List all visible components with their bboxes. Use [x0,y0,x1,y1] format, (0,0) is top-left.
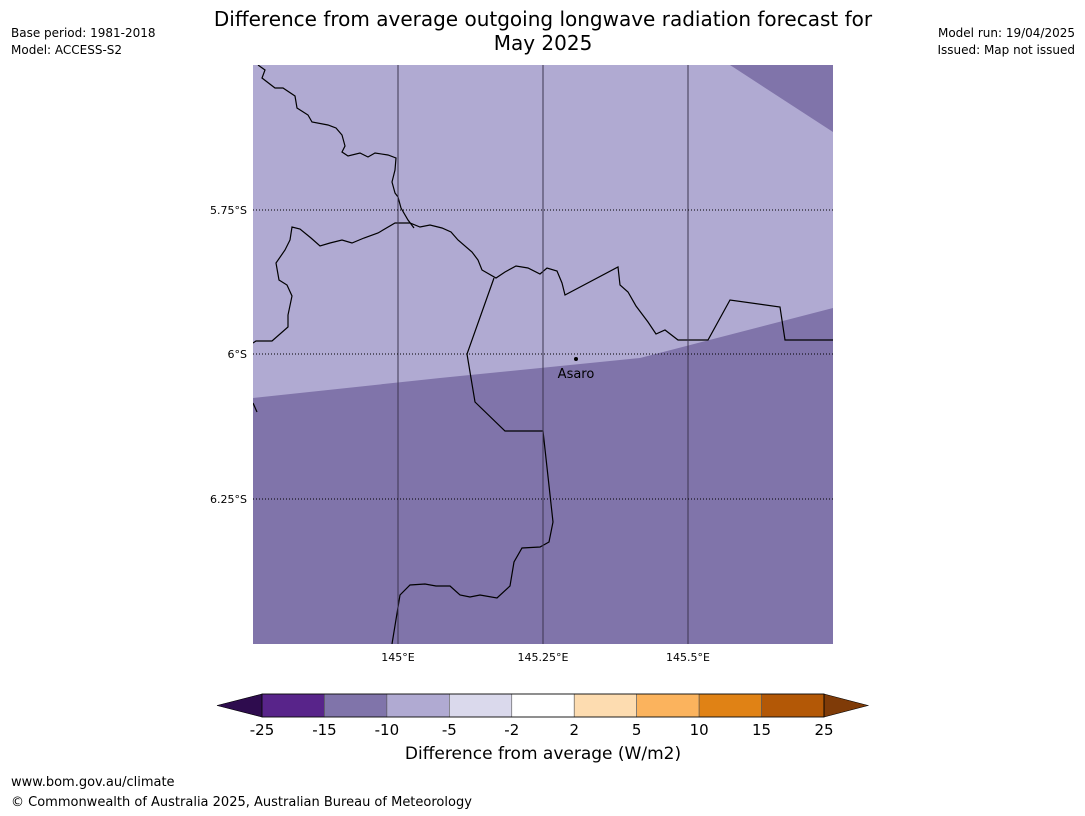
model-name: Model: ACCESS-S2 [11,43,123,57]
latitude-label: 5.75°S [210,204,247,217]
asaro-label: Asaro [558,367,595,382]
base-period: Base period: 1981-2018 [11,26,156,40]
title-line-2: May 2025 [493,31,593,55]
longitude-label: 145°E [381,651,414,664]
longitude-label: 145.25°E [518,651,569,664]
colorbar-cell [511,693,575,718]
colorbar-cell [698,693,762,718]
colorbar-frame [261,693,825,718]
map-title: Difference from average outgoing longwav… [193,7,893,55]
colorbar-cell [386,693,450,718]
colorbar-tick-label: 2 [569,721,579,739]
meta-left: Base period: 1981-2018 Model: ACCESS-S2 [11,25,156,59]
issued-status: Issued: Map not issued [937,43,1075,57]
footer-copyright: © Commonwealth of Australia 2025, Austra… [11,795,472,810]
map-area [253,65,833,644]
colorbar-tick-label: 10 [690,721,709,739]
colorbar-extend-low [216,693,263,718]
colorbar-tick-label: 5 [632,721,642,739]
colorbar-extend-high [823,693,870,718]
colorbar-cell [449,693,513,718]
colorbar-tick-label: 25 [814,721,833,739]
colorbar-cell [636,693,700,718]
parallel-lines [253,209,833,500]
model-run: Model run: 19/04/2025 [937,26,1075,40]
latitude-label: 6.25°S [210,493,247,506]
border-south [391,277,554,644]
colorbar-cell [261,693,325,718]
colorbar-tick-label: -5 [442,721,457,739]
colorbar-tick-label: -15 [312,721,337,739]
border-north [257,65,415,229]
longitude-label: 145.5°E [666,651,710,664]
colorbar-tick-label: -25 [250,721,275,739]
map-panel: 5.75°S 6°S 6.25°S 145°E 145.25°E 145.5°E Asa… [210,65,833,664]
title-line-1: Difference from average outgoing longwav… [213,7,873,31]
longitude-labels: 145°E 145.25°E 145.5°E [381,651,710,664]
latitude-labels: 5.75°S 6°S 6.25°S [210,204,247,506]
border-west-fragment [253,402,258,413]
colorbar: -25 -15 -10 -5 -2 2 5 10 15 25 [216,693,870,739]
latitude-label: 6°S [228,348,247,361]
asaro-location-marker [574,357,578,361]
meta-right: Model run: 19/04/2025 Issued: Map not is… [937,25,1075,59]
border-central [253,222,833,344]
colorbar-cell [761,693,825,718]
colorbar-cells [216,693,870,718]
colorbar-cell [324,693,388,718]
footer-url: www.bom.gov.au/climate [11,775,175,790]
colorbar-cell [573,693,637,718]
colorbar-tick-label: -2 [504,721,519,739]
dark-anomaly-region-corner [730,65,833,132]
province-borders [253,65,833,644]
colorbar-tick-label: 15 [752,721,771,739]
colorbar-tick-labels: -25 -15 -10 -5 -2 2 5 10 15 25 [250,721,834,739]
colorbar-label: Difference from average (W/m2) [404,744,682,764]
colorbar-tick-label: -10 [375,721,400,739]
